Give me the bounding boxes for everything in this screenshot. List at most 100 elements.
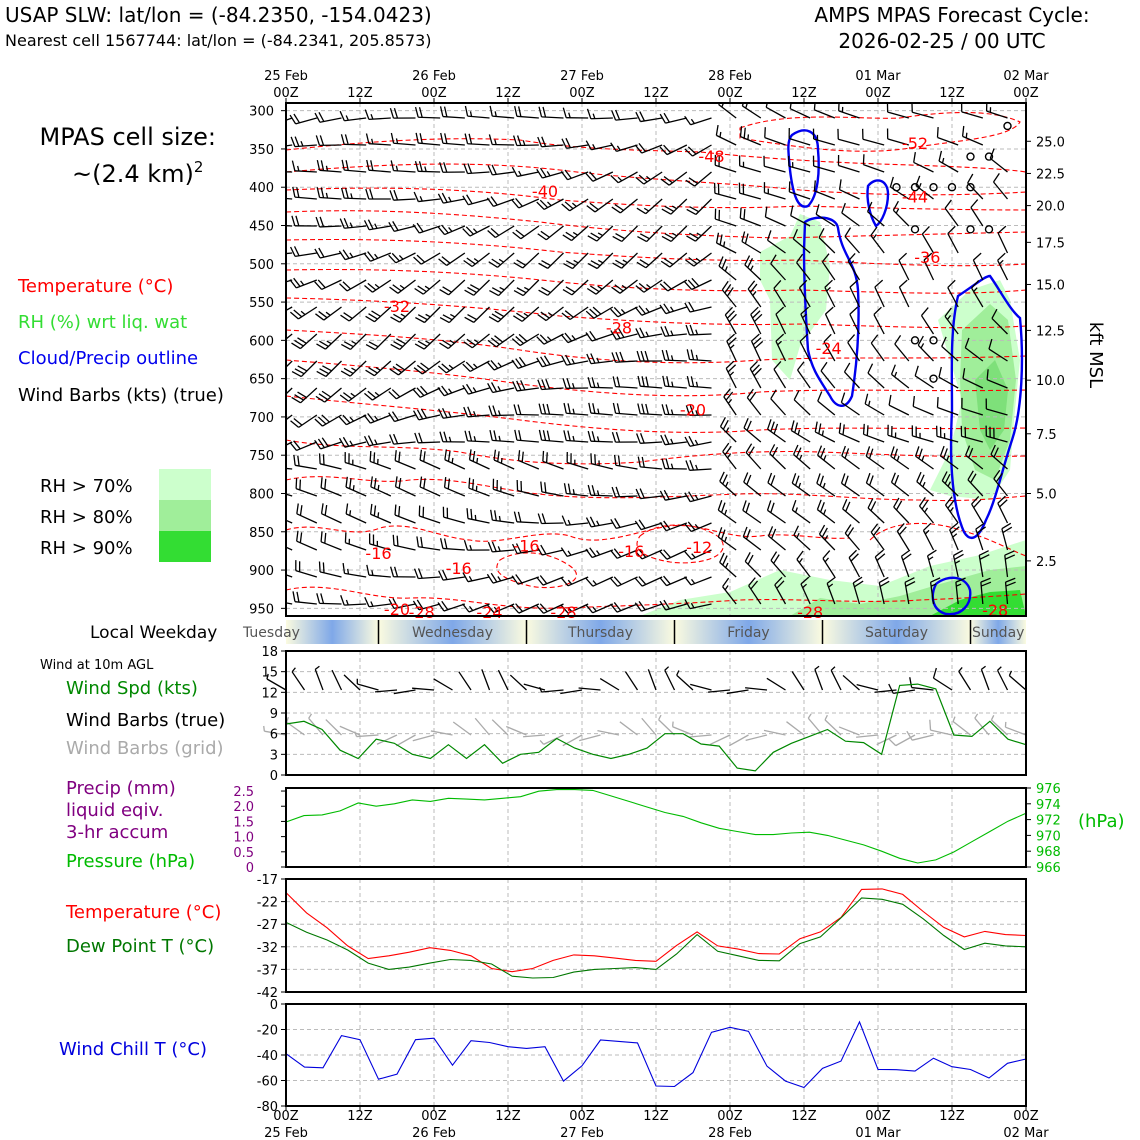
wind-barb-flag xyxy=(390,132,395,144)
wind-barb-flag xyxy=(914,446,920,457)
legend-barbs: Wind Barbs (kts) (true) xyxy=(18,385,224,406)
wind-barb-flag xyxy=(565,231,575,239)
wind-barb-half xyxy=(325,311,331,316)
wind-barb-flag xyxy=(543,355,551,365)
wind-barb-flag xyxy=(614,204,624,211)
wind-barb-flag xyxy=(638,305,646,315)
wind-barb-shaft xyxy=(894,343,910,362)
wind-barb-flag xyxy=(741,231,746,242)
wind-barb-half xyxy=(276,249,278,254)
wind-barb-shaft xyxy=(418,170,441,173)
wind-barb-flag xyxy=(739,126,743,137)
wind-barb-shaft xyxy=(912,405,934,416)
wind-barb-flag xyxy=(537,233,547,241)
calm-circle xyxy=(966,183,975,192)
wind-barb-shaft xyxy=(898,260,910,281)
wind-barb-flag xyxy=(635,488,641,499)
wind-barb-shaft xyxy=(911,686,934,691)
wind-barb-flag xyxy=(270,395,279,400)
wind-barb-shaft xyxy=(467,440,490,443)
wind-barb-shaft xyxy=(372,279,392,293)
wind-barb-half xyxy=(729,371,735,376)
wind-barb-flag xyxy=(540,544,547,555)
wind-barb-half xyxy=(592,144,596,150)
wind-barb-shaft xyxy=(578,687,601,691)
wind-barb-half xyxy=(821,430,824,436)
wind-barb-flag xyxy=(515,229,525,237)
wind-barb-shaft xyxy=(344,197,367,200)
top-hour-label: 12Z xyxy=(791,86,817,101)
wind-barb-flag xyxy=(415,316,425,324)
wind-barb-flag xyxy=(917,335,924,346)
wind-barb-flag xyxy=(978,550,989,556)
wind-barb-flag xyxy=(773,554,780,564)
wind-barb-flag xyxy=(511,543,518,554)
wind-barb-flag xyxy=(849,306,858,315)
wind-barb-shaft xyxy=(566,492,589,497)
wind-barb-flag xyxy=(295,478,298,489)
wind-barb-half xyxy=(798,558,803,564)
wind-barb-half xyxy=(830,666,836,671)
wind-barb-flag xyxy=(639,259,650,266)
wind-barb-shaft xyxy=(989,157,1008,173)
wind-barb-shaft xyxy=(523,683,546,691)
wind-barb-half xyxy=(494,111,497,117)
wind-barb-half xyxy=(1008,670,1013,676)
wind-barb-shaft xyxy=(689,385,712,389)
wind-barb-shaft xyxy=(974,717,990,736)
wind-barb-shaft xyxy=(823,341,836,362)
temperature-panel: -17-22-27-32-37-42 xyxy=(257,873,1027,1001)
wind-barb-flag xyxy=(468,477,471,489)
wind-barb-flag xyxy=(612,235,623,243)
wind-barb-shaft xyxy=(667,279,688,292)
wind-barb-flag xyxy=(438,408,444,419)
weekday-cell xyxy=(286,620,379,644)
weekday-label-item: Tuesday xyxy=(242,625,300,641)
wind-barb-shaft xyxy=(933,677,953,691)
wind-barb-flag xyxy=(545,452,548,463)
wind-barb-flag xyxy=(862,423,865,435)
wind-barb-flag xyxy=(818,423,822,434)
wind-barb-flag xyxy=(644,350,649,362)
wind-barb-half xyxy=(279,539,280,544)
wind-barb-shaft xyxy=(838,110,860,119)
wind-barb-flag xyxy=(338,250,346,260)
wind-barb-flag xyxy=(764,127,766,138)
wind-barb-flag xyxy=(986,369,989,380)
wind-barb-half xyxy=(518,170,522,176)
wind-barb-half xyxy=(400,313,406,318)
wind-barb-flag xyxy=(721,258,727,269)
wind-barb-flag xyxy=(364,392,373,401)
wind-barb-flag xyxy=(645,376,649,387)
wind-barb-shaft xyxy=(887,434,910,443)
wind-barb-half xyxy=(721,103,725,108)
wind-barb-shaft xyxy=(898,286,910,308)
wind-barb-shaft xyxy=(344,461,367,470)
wind-barb-flag xyxy=(665,404,670,415)
wind-barb-flag xyxy=(541,286,551,294)
wind-barb-half xyxy=(798,482,802,489)
wind-barb-flag xyxy=(518,333,528,342)
wind-barb-flag xyxy=(290,420,300,428)
wind-barb-flag xyxy=(796,253,804,264)
wind-barb-shaft xyxy=(742,536,762,551)
bottom-date-label: 27 Feb xyxy=(560,1126,604,1140)
wind-barb-shaft xyxy=(296,279,318,289)
wind-barb-flag xyxy=(725,391,734,401)
wind-barb-flag xyxy=(491,287,502,294)
wind-barb-flag xyxy=(947,279,956,289)
wind-barb-half xyxy=(952,533,958,538)
wind-barb-shaft xyxy=(543,333,564,345)
wind-barb-shaft xyxy=(842,508,860,524)
wind-barb-flag xyxy=(488,134,493,145)
wind-barb-shaft xyxy=(722,451,737,470)
legend-cloud: Cloud/Precip outline xyxy=(18,348,198,369)
wind-barb-shaft xyxy=(923,259,935,281)
temperature-contour-label: -20 xyxy=(680,400,706,419)
wind-barb-shaft xyxy=(739,192,762,200)
wind-barb-shaft xyxy=(509,674,527,691)
contour-minus20b xyxy=(286,586,1026,609)
wind-barb-shaft xyxy=(597,730,620,736)
wind-barb-shaft xyxy=(739,165,762,173)
wind-barb-flag xyxy=(373,452,376,463)
